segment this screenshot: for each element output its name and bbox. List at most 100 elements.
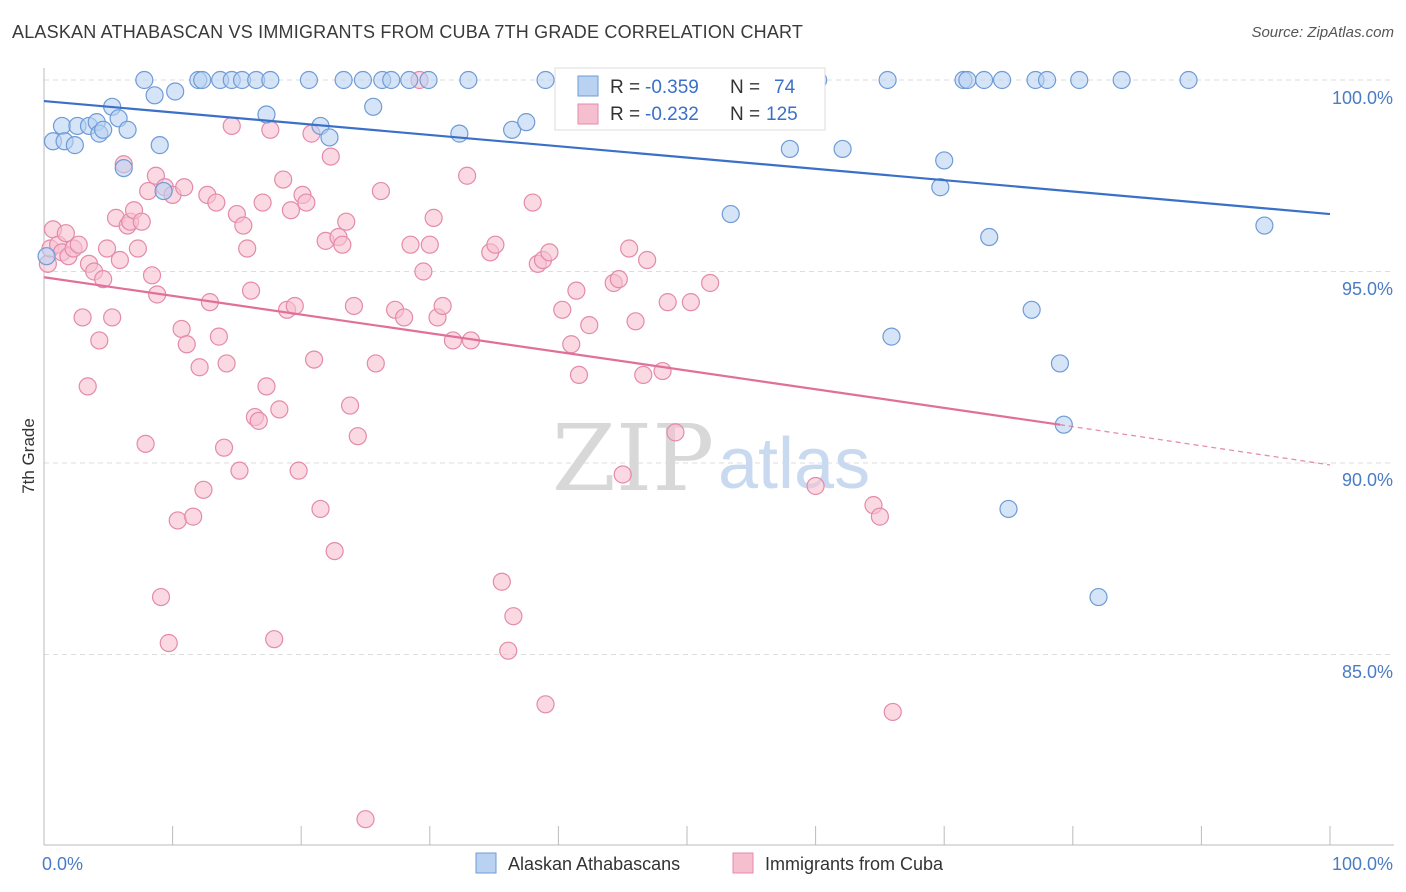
pink-point-78 <box>348 427 367 446</box>
y-axis-tick-labels: 100.0% 95.0% 90.0% 85.0% <box>1332 88 1393 682</box>
watermark-atlas: atlas <box>718 424 870 504</box>
blue-point-40 <box>517 113 536 132</box>
blue-point-51 <box>780 139 799 159</box>
pink-point-121 <box>806 476 825 496</box>
pink-point-46 <box>217 354 236 373</box>
legend-label-pink: Immigrants from Cuba <box>765 854 944 874</box>
blue-point-55 <box>882 327 901 346</box>
pink-point-123 <box>870 507 890 526</box>
pink-point-88 <box>424 208 443 227</box>
stats-blue-n-label: N = <box>730 77 760 98</box>
blue-point-15 <box>145 86 164 105</box>
blue-point-57 <box>935 151 954 170</box>
grid-lines <box>44 79 1394 655</box>
pink-point-14 <box>94 270 113 289</box>
pink-point-119 <box>681 293 700 312</box>
stats-box: R = -0.359 N = 74 R = -0.232 N = 125 <box>554 67 826 131</box>
blue-point-70 <box>1089 587 1108 607</box>
pink-point-44 <box>209 327 228 346</box>
blue-point-35 <box>400 70 419 90</box>
blue-point-0 <box>37 247 56 266</box>
pink-point-69 <box>311 499 330 519</box>
pink-point-57 <box>261 120 280 139</box>
trend-lines <box>43 99 1331 466</box>
pink-point-68 <box>304 350 324 369</box>
blue-point-61 <box>980 227 999 247</box>
pink-point-120 <box>701 273 720 293</box>
pink-point-24 <box>132 212 151 231</box>
blue-point-72 <box>1179 70 1198 90</box>
pink-point-107 <box>569 365 589 385</box>
y-tick-label-85: 85.0% <box>1342 662 1393 682</box>
pink-point-111 <box>613 465 632 484</box>
blue-point-17 <box>154 181 173 201</box>
pink-point-36 <box>175 178 194 197</box>
blue-point-62 <box>992 70 1012 90</box>
pink-point-90 <box>433 296 452 316</box>
stats-swatch-blue <box>577 75 599 97</box>
pink-point-124 <box>883 702 902 722</box>
pink-point-56 <box>257 377 276 396</box>
pink-point-84 <box>401 235 420 254</box>
pink-point-9 <box>73 308 92 327</box>
pink-point-79 <box>356 810 375 829</box>
watermark: ZIP atlas <box>552 405 870 512</box>
pink-point-117 <box>658 293 677 312</box>
pink-point-83 <box>394 308 414 327</box>
pink-point-64 <box>289 461 308 480</box>
blue-point-34 <box>382 70 401 90</box>
pink-point-108 <box>580 316 599 335</box>
pink-point-75 <box>337 212 356 231</box>
blue-point-67 <box>1050 354 1070 373</box>
pink-point-91 <box>443 331 463 350</box>
blue-point-39 <box>503 120 522 139</box>
blue-point-36 <box>419 70 438 90</box>
blue-point-14 <box>135 70 154 90</box>
blue-point-73 <box>1255 216 1274 235</box>
pink-point-34 <box>168 511 187 530</box>
blue-point-63 <box>999 499 1018 519</box>
pink-point-15 <box>97 239 117 258</box>
blue-point-38 <box>459 70 478 90</box>
stats-blue-r-label: R = <box>610 77 640 98</box>
pink-point-92 <box>457 166 477 185</box>
pink-point-103 <box>540 243 559 262</box>
blue-point-41 <box>536 70 555 90</box>
pink-trend-line <box>43 276 1061 426</box>
pink-point-96 <box>492 572 511 591</box>
blue-point-69 <box>1070 70 1089 90</box>
blue-point-37 <box>450 124 469 143</box>
pink-point-97 <box>499 641 518 660</box>
pink-point-115 <box>638 250 657 270</box>
pink-point-105 <box>562 335 581 354</box>
stats-swatch-pink <box>577 103 599 125</box>
pink-point-18 <box>110 250 129 270</box>
pink-point-113 <box>626 312 645 331</box>
pink-point-99 <box>523 193 542 212</box>
stats-pink-r-value: -0.232 <box>645 104 699 125</box>
stats-blue-r-value: -0.359 <box>645 77 699 98</box>
pink-point-50 <box>234 216 253 235</box>
pink-point-25 <box>136 434 155 453</box>
blue-point-13 <box>118 120 137 139</box>
pink-point-66 <box>297 193 316 212</box>
blue-point-16 <box>150 136 169 155</box>
pink-point-62 <box>281 201 301 220</box>
pink-point-52 <box>241 281 261 300</box>
source-label: Source: ZipAtlas.com <box>1251 24 1394 41</box>
blue-point-53 <box>833 139 852 159</box>
pink-point-37 <box>177 335 196 354</box>
pink-point-71 <box>321 147 340 166</box>
blue-point-32 <box>364 97 383 116</box>
pink-point-60 <box>274 170 293 189</box>
pink-point-77 <box>344 296 364 316</box>
x-axis-ticks <box>43 826 1331 845</box>
pink-series-points <box>38 70 902 829</box>
stats-box-frame <box>554 67 826 131</box>
stats-blue-n-value: 74 <box>774 77 796 98</box>
blue-point-54 <box>878 70 897 90</box>
pink-point-23 <box>128 239 147 258</box>
stats-pink-n-value: 125 <box>766 104 798 125</box>
blue-point-31 <box>353 70 373 90</box>
pink-point-35 <box>172 319 191 339</box>
